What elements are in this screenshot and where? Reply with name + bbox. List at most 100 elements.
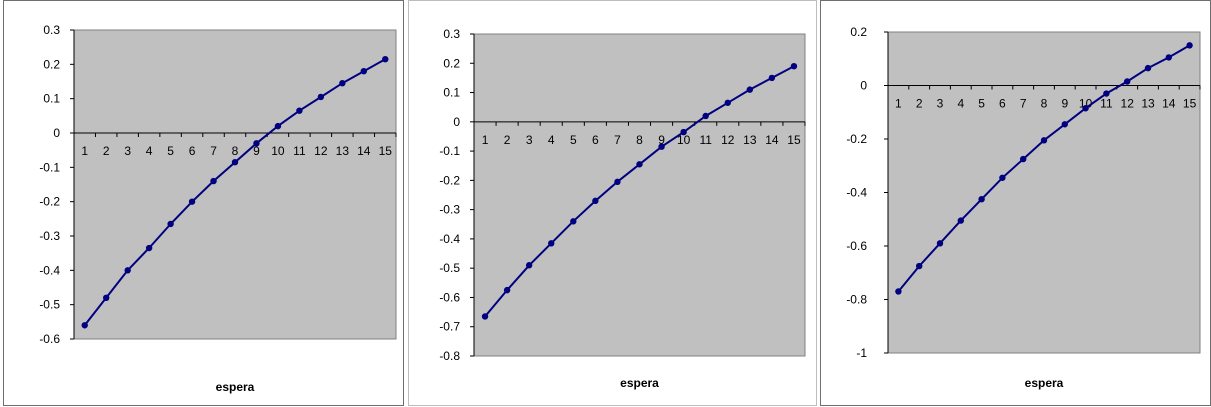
- x-tick-label: 14: [357, 144, 371, 158]
- data-point: [658, 143, 665, 150]
- x-tick-label: 1: [895, 97, 902, 111]
- x-axis-title: espera: [620, 376, 659, 390]
- x-tick-label: 4: [146, 144, 153, 158]
- data-point: [167, 220, 174, 228]
- plot-area: [73, 29, 397, 340]
- data-point: [231, 158, 239, 166]
- data-point: [1144, 64, 1152, 72]
- x-tick-label: 5: [978, 97, 985, 111]
- data-point: [957, 217, 964, 224]
- x-tick-label: 8: [232, 144, 239, 158]
- x-tick-label: 7: [614, 133, 621, 147]
- data-point: [1165, 54, 1172, 61]
- y-tick-label: -0.2: [39, 195, 60, 209]
- data-point: [481, 313, 489, 320]
- y-tick-label: 0.1: [43, 92, 60, 106]
- x-axis-title: espera: [1025, 376, 1064, 390]
- x-tick-label: 9: [253, 144, 260, 158]
- data-point: [188, 198, 196, 205]
- y-tick-label: -0.4: [846, 186, 867, 200]
- x-tick-label: 2: [916, 97, 923, 111]
- y-tick-label: -0.7: [439, 320, 460, 334]
- chart-panel-3: 0.2 0 -0.2 -0.4 -0.6 -0.8 -1 1 2 3 4 5 6 7 8 9 10 11 12 13 1…: [820, 0, 1211, 406]
- data-point: [936, 240, 944, 247]
- x-tick-label: 7: [1020, 97, 1027, 111]
- x-tick-label: 11: [293, 144, 306, 158]
- y-tick-label: -0.5: [439, 261, 460, 275]
- y-tick-label: 0.3: [43, 23, 60, 37]
- y-tick-label: -0.2: [846, 132, 867, 146]
- x-tick-label: 2: [504, 133, 511, 147]
- data-point: [790, 62, 798, 70]
- data-point: [702, 112, 709, 120]
- y-tick-label: 0.2: [850, 25, 867, 39]
- y-tick-label: 0.2: [43, 57, 60, 71]
- y-tick-label: -0.4: [39, 263, 60, 277]
- y-tick-label: -0.8: [846, 293, 867, 307]
- data-point: [916, 262, 923, 270]
- data-point: [978, 195, 985, 203]
- data-point: [503, 286, 511, 294]
- y-tick-label: -0.1: [39, 160, 60, 174]
- x-tick-label: 9: [1061, 97, 1068, 111]
- data-point: [895, 288, 902, 295]
- x-tick-label: 13: [743, 133, 757, 147]
- data-point: [1040, 137, 1048, 144]
- y-tick-label: -0.4: [439, 232, 460, 246]
- x-tick-label: 4: [957, 97, 964, 111]
- y-tick-label: -0.3: [439, 203, 460, 217]
- y-tick-label: 0.1: [443, 86, 460, 100]
- chart-3-svg: 0.20-0.2-0.4-0.6-0.8-11 2 3 4 5 6 7 8 9 10 11 12 13 1…: [846, 25, 1201, 390]
- y-tick-label: -0.6: [39, 332, 60, 346]
- x-tick-label: 6: [592, 133, 599, 147]
- y-tick-label: -0.2: [439, 173, 460, 187]
- x-tick-label: 12: [1121, 97, 1135, 111]
- data-point: [274, 122, 282, 130]
- data-point: [253, 140, 260, 147]
- x-tick-label: 11: [1100, 97, 1113, 111]
- x-tick-label: 1: [482, 133, 489, 147]
- data-point: [103, 294, 110, 301]
- data-point: [1082, 105, 1089, 112]
- data-point: [382, 55, 389, 63]
- chart-panel-1: 0.3 0.2 0.1 0 -0.1 -0.2 -0.3 -0.4 -0.5 -0.6 1 2 3 4 5 6…: [3, 0, 404, 406]
- x-tick-label: 8: [636, 133, 643, 147]
- x-tick-label: 13: [1141, 97, 1155, 111]
- y-tick-label: -0.6: [846, 239, 867, 253]
- data-point: [592, 197, 599, 205]
- x-tick-label: 11: [699, 133, 712, 147]
- data-point: [339, 80, 346, 87]
- data-point: [1103, 90, 1110, 97]
- y-tick-label: -0.3: [39, 229, 60, 243]
- data-point: [296, 107, 303, 114]
- x-tick-label: 5: [167, 144, 174, 158]
- x-tick-label: 12: [721, 133, 735, 147]
- x-tick-label: 9: [658, 133, 665, 147]
- y-tick-label: 0.2: [443, 56, 460, 70]
- x-tick-label: 15: [1183, 97, 1197, 111]
- y-tick-label: -0.5: [39, 298, 60, 312]
- x-tick-label: 10: [1079, 97, 1093, 111]
- data-point: [210, 177, 217, 185]
- x-tick-label: 15: [787, 133, 801, 147]
- data-point: [1061, 121, 1068, 128]
- data-point: [768, 74, 776, 82]
- x-tick-label: 3: [937, 97, 944, 111]
- plot-area: [473, 33, 806, 357]
- chart-panel-2: 0.3 0.2 0.1 0 -0.1 -0.2 -0.3 -0.4 -0.5 -0.6 -0.7 -0…: [408, 0, 817, 406]
- data-point: [525, 262, 533, 269]
- plot-area: [887, 31, 1201, 354]
- y-tick-label: 0: [860, 79, 867, 93]
- x-tick-label: 2: [103, 144, 110, 158]
- data-point: [317, 93, 325, 101]
- data-point: [680, 128, 687, 136]
- x-tick-label: 6: [999, 97, 1006, 111]
- chart-1-svg: 0.30.20.10-0.1-0.2-0.3-0.4-0.5-0.61 2 3 4 5 6…: [39, 23, 397, 394]
- data-point: [1186, 42, 1193, 49]
- y-tick-label: -0.1: [439, 144, 460, 158]
- y-tick-label: 0.3: [443, 27, 460, 41]
- x-tick-label: 3: [526, 133, 533, 147]
- data-point: [81, 322, 88, 329]
- data-point: [570, 218, 577, 225]
- x-tick-label: 14: [765, 133, 779, 147]
